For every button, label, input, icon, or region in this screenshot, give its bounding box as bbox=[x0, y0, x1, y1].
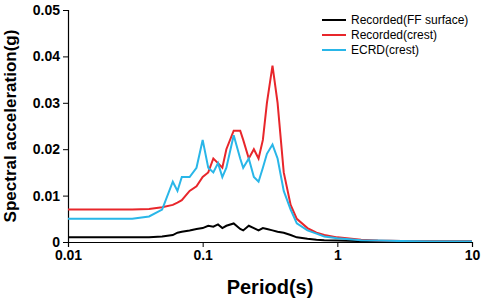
plot: 0.01 0.1 1 10 0 0.01 0.02 0.03 0.04 0.05 Recorded(… bbox=[33, 2, 481, 263]
tick: 1 bbox=[334, 242, 342, 263]
x-axis-title: Period(s) bbox=[227, 276, 314, 298]
y-axis: 0 0.01 0.02 0.03 0.04 0.05 bbox=[33, 2, 69, 250]
axis-line bbox=[63, 11, 69, 243]
legend-label: Recorded(FF surface) bbox=[351, 13, 468, 27]
tick-label: 10 bbox=[465, 247, 481, 263]
legend-swatch bbox=[322, 34, 346, 36]
tick-label: 0.1 bbox=[193, 247, 213, 263]
tick: 0.1 bbox=[193, 242, 213, 263]
x-axis: 0.010.1110 bbox=[55, 242, 481, 263]
tick: 0.02 bbox=[33, 141, 68, 157]
series-line bbox=[68, 66, 472, 242]
tick-mark bbox=[63, 103, 68, 104]
tick: 0.03 bbox=[33, 95, 68, 111]
tick-label: 0.04 bbox=[33, 48, 60, 64]
y-axis-title: Spectral acceleration(g) bbox=[1, 30, 20, 223]
tick-mark bbox=[63, 10, 68, 11]
tick-mark bbox=[63, 196, 68, 197]
tick-label: 0.03 bbox=[33, 95, 60, 111]
tick-label: 0.01 bbox=[33, 188, 60, 204]
tick-mark bbox=[63, 56, 68, 57]
tick-label: 0 bbox=[52, 234, 60, 250]
tick: 0.01 bbox=[33, 188, 68, 204]
series-line bbox=[68, 135, 472, 241]
axis-line bbox=[69, 243, 473, 248]
tick-label: 0.02 bbox=[33, 141, 60, 157]
legend-swatch bbox=[322, 19, 346, 21]
tick-mark bbox=[63, 242, 68, 243]
tick: 0 bbox=[52, 234, 68, 250]
series-group bbox=[68, 66, 472, 242]
tick: 0.05 bbox=[33, 2, 68, 18]
series-line bbox=[68, 223, 472, 241]
tick-mark bbox=[63, 149, 68, 150]
tick-label: 1 bbox=[334, 247, 342, 263]
tick: 10 bbox=[465, 242, 481, 263]
legend: Recorded(FF surface)Recorded(crest)ECRD(… bbox=[322, 13, 468, 57]
legend-swatch bbox=[322, 49, 346, 51]
legend-label: Recorded(crest) bbox=[351, 28, 437, 42]
tick-label: 0.05 bbox=[33, 2, 60, 18]
chart: 0.01 0.1 1 10 0 0.01 0.02 0.03 0.04 0.05 Recorded(… bbox=[0, 0, 502, 304]
tick: 0.04 bbox=[33, 48, 68, 64]
legend-label: ECRD(crest) bbox=[351, 43, 419, 57]
